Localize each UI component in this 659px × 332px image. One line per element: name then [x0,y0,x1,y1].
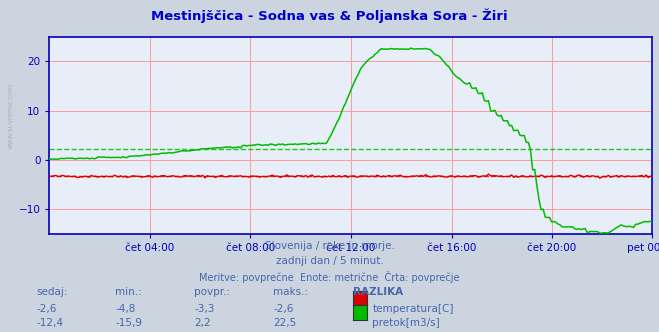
Text: sedaj:: sedaj: [36,287,68,297]
Text: Slovenija / reke in morje.: Slovenija / reke in morje. [264,241,395,251]
Text: 22,5: 22,5 [273,318,297,328]
Text: www.si-vreme.com: www.si-vreme.com [8,83,14,149]
Text: -3,3: -3,3 [194,304,215,314]
Text: maks.:: maks.: [273,287,308,297]
Text: Mestinjščica - Sodna vas & Poljanska Sora - Žiri: Mestinjščica - Sodna vas & Poljanska Sor… [151,8,508,23]
Text: -12,4: -12,4 [36,318,63,328]
Text: povpr.:: povpr.: [194,287,231,297]
Text: -4,8: -4,8 [115,304,136,314]
Text: -15,9: -15,9 [115,318,142,328]
Text: Meritve: povprečne  Enote: metrične  Črta: povprečje: Meritve: povprečne Enote: metrične Črta:… [199,271,460,283]
Text: -2,6: -2,6 [273,304,294,314]
Text: zadnji dan / 5 minut.: zadnji dan / 5 minut. [275,256,384,266]
Text: RAZLIKA: RAZLIKA [353,287,403,297]
Text: 2,2: 2,2 [194,318,211,328]
Text: temperatura[C]: temperatura[C] [372,304,454,314]
Text: min.:: min.: [115,287,142,297]
Text: -2,6: -2,6 [36,304,57,314]
Text: pretok[m3/s]: pretok[m3/s] [372,318,440,328]
